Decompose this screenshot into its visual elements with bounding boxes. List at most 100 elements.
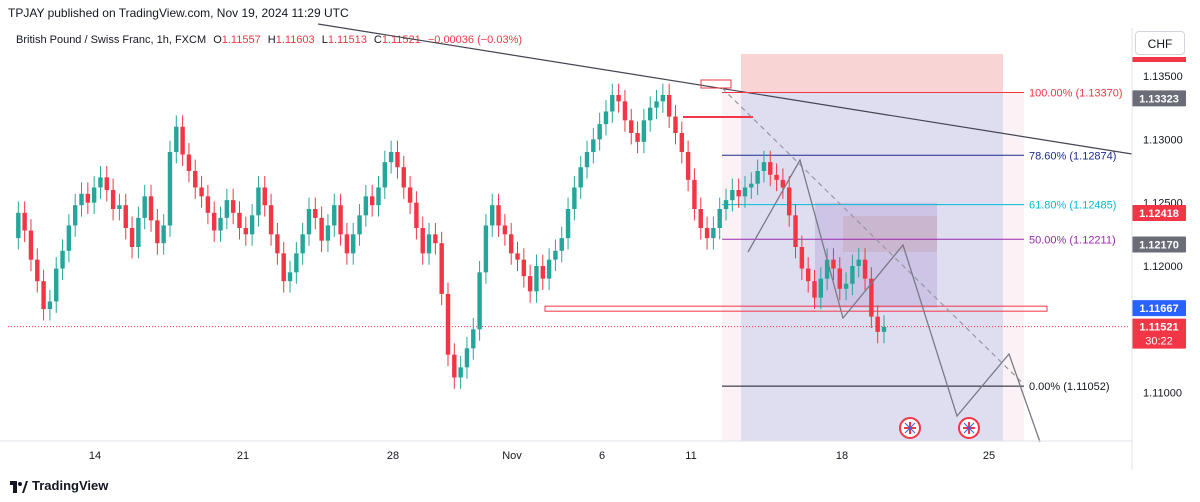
candle-body — [458, 367, 463, 378]
footer-brand: TradingView — [32, 478, 109, 493]
stop-zone — [741, 54, 1003, 93]
price-badge — [1132, 205, 1186, 222]
candle-body — [698, 209, 703, 228]
candles — [16, 83, 887, 389]
fib-level-label: 50.00% (1.12211) — [1029, 234, 1116, 246]
candle-body — [161, 225, 166, 244]
candle-body — [79, 193, 84, 206]
candle-body — [496, 205, 501, 226]
candle-body — [249, 215, 255, 235]
candle-body — [578, 167, 583, 188]
candle-body — [91, 187, 97, 203]
candle-body — [742, 187, 748, 197]
candle-body — [388, 152, 394, 163]
uk-event-icon — [904, 422, 916, 434]
candle-body — [237, 212, 242, 228]
candle-body — [186, 154, 192, 171]
symbol-name: British Pound / Swiss Franc, 1h, FXCM — [16, 34, 207, 46]
candle-body — [60, 250, 65, 269]
support-zone — [544, 305, 1048, 312]
candle-body — [723, 200, 729, 209]
candle-body — [572, 187, 577, 209]
price-badge — [1132, 236, 1186, 253]
candle-body — [824, 259, 830, 279]
candle-body — [787, 187, 792, 216]
candle-body — [660, 95, 666, 102]
candle-body — [28, 230, 34, 260]
candle-body — [205, 196, 211, 213]
candle-body — [869, 278, 874, 317]
candle-body — [515, 253, 520, 260]
candle-body — [47, 301, 53, 310]
candle-body — [610, 95, 615, 112]
x-tick-label: 28 — [387, 450, 399, 462]
candle-body — [843, 283, 849, 289]
candle-body — [224, 200, 230, 218]
top-edge-marker — [1132, 57, 1186, 62]
candle-body — [603, 111, 609, 125]
price-badge-label: 1.12170 — [1139, 239, 1179, 251]
candle-body — [818, 278, 824, 298]
candle-body — [483, 225, 489, 273]
x-tick-label: 11 — [685, 450, 696, 462]
candle-body — [565, 209, 571, 239]
candle-body — [256, 187, 261, 216]
candle-body — [768, 162, 773, 175]
price-badge-label: 1.11667 — [1139, 303, 1178, 315]
candle-body — [344, 234, 350, 254]
candle-body — [692, 179, 697, 209]
candle-body — [395, 152, 400, 168]
candle-body — [35, 259, 40, 282]
candle-body — [22, 212, 27, 231]
y-tick-label: 1.12000 — [1143, 261, 1183, 273]
candle-body — [433, 234, 438, 244]
fib-level-label: 61.80% (1.12485) — [1029, 200, 1116, 212]
candle-body — [363, 196, 369, 216]
candle-body — [230, 200, 236, 213]
ohlc-open: O1.11557 — [213, 34, 261, 46]
candle-body — [180, 126, 185, 155]
top-marker-box — [700, 79, 732, 89]
candle-body — [382, 162, 388, 188]
candle-body — [622, 101, 628, 121]
candle-body — [262, 187, 267, 206]
fib-level-label: 0.00% (1.11052) — [1029, 381, 1110, 393]
tradingview-footer[interactable]: TradingView — [10, 478, 108, 493]
candle-body — [546, 259, 552, 279]
candle-body — [300, 234, 305, 254]
currency-button[interactable]: CHF — [1135, 31, 1185, 55]
price-badge — [1132, 318, 1186, 349]
candle-body — [155, 220, 160, 244]
candle-body — [635, 133, 640, 142]
candle-body — [332, 205, 337, 226]
candle-body — [679, 133, 685, 152]
ohlc-change: −0.00036 (−0.03%) — [427, 34, 523, 46]
candle-body — [717, 209, 722, 228]
candle-body — [812, 281, 817, 298]
candle-body — [420, 228, 425, 254]
price-badge — [1132, 300, 1186, 317]
price-badge-label: 1.11521 — [1139, 322, 1178, 334]
candle-body — [110, 190, 116, 209]
candle-body — [439, 243, 444, 294]
candle-body — [654, 101, 659, 108]
candle-body — [123, 205, 128, 228]
candle-body — [85, 193, 91, 203]
candle-body — [730, 190, 735, 201]
fib-range-shade — [722, 92, 1024, 441]
candle-body — [666, 95, 672, 117]
symbol-legend[interactable]: British Pound / Swiss Franc, 1h, FXCM O1… — [16, 34, 522, 46]
ohlc-high: H1.11603 — [267, 34, 315, 46]
x-tick-label: Nov — [502, 450, 522, 462]
candle-body — [862, 259, 868, 279]
candle-body — [16, 212, 21, 239]
candle-body — [749, 183, 754, 188]
candle-body — [129, 228, 135, 247]
candle-body — [837, 268, 842, 289]
x-tick-label: 18 — [836, 450, 848, 462]
y-tick-label: 1.11000 — [1143, 388, 1182, 400]
candle-body — [338, 205, 343, 235]
candle-body — [268, 205, 274, 235]
candle-body — [502, 225, 508, 235]
